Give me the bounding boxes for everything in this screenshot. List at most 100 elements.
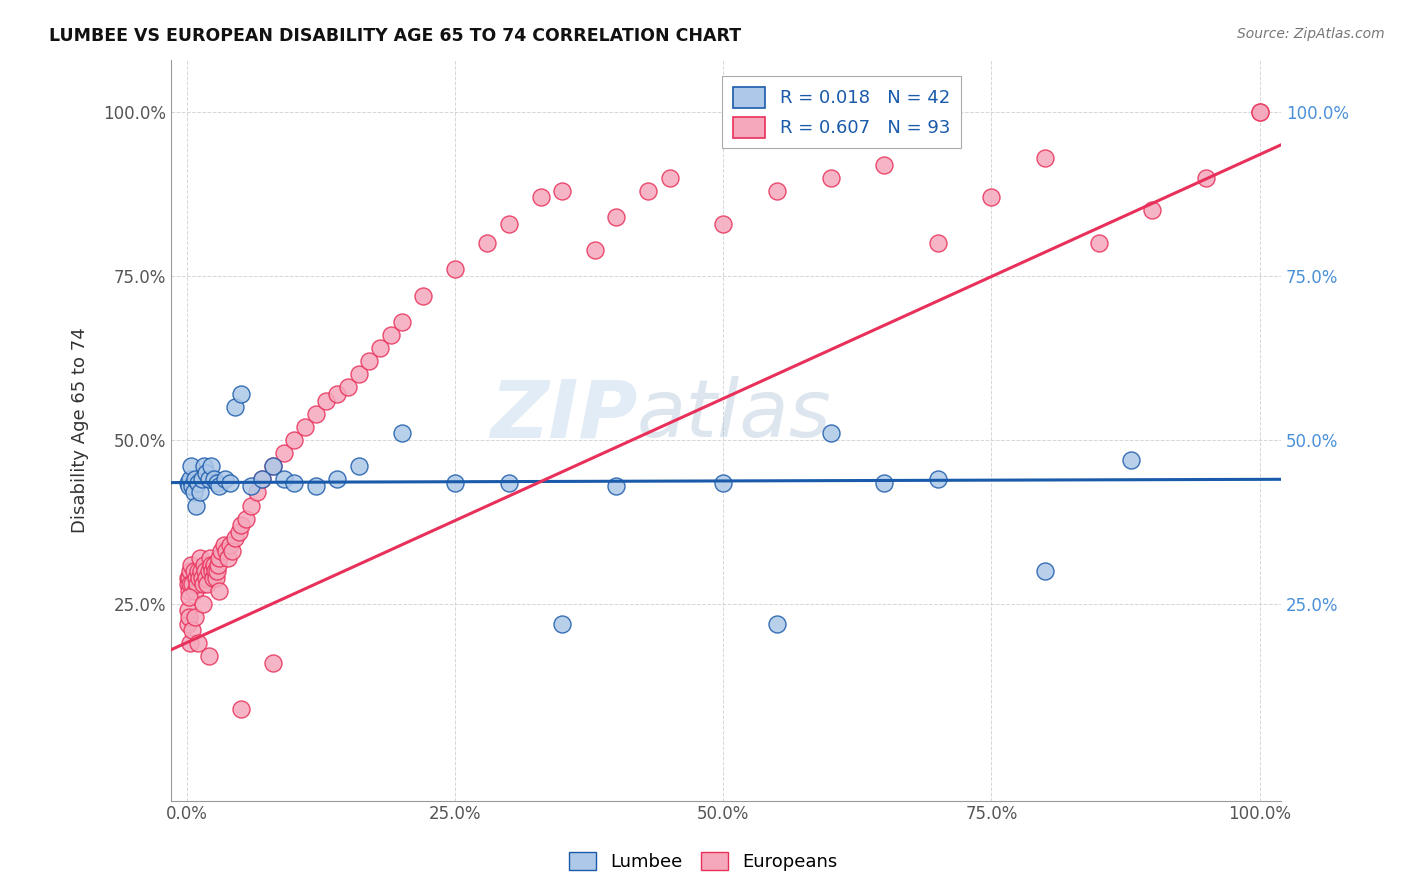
Point	[250, 472, 273, 486]
Point	[262, 459, 284, 474]
Point	[235, 511, 257, 525]
Point	[224, 531, 246, 545]
Point	[197, 472, 219, 486]
Point	[391, 426, 413, 441]
Point	[179, 577, 201, 591]
Point	[191, 597, 214, 611]
Point	[176, 616, 198, 631]
Point	[820, 170, 842, 185]
Text: LUMBEE VS EUROPEAN DISABILITY AGE 65 TO 74 CORRELATION CHART: LUMBEE VS EUROPEAN DISABILITY AGE 65 TO …	[49, 27, 741, 45]
Point	[551, 616, 574, 631]
Point	[359, 354, 381, 368]
Point	[197, 577, 219, 591]
Point	[305, 407, 328, 421]
Text: Source: ZipAtlas.com: Source: ZipAtlas.com	[1237, 27, 1385, 41]
Point	[444, 475, 467, 490]
Point	[202, 472, 225, 486]
Point	[766, 616, 789, 631]
Point	[177, 475, 200, 490]
Point	[1142, 203, 1164, 218]
Point	[583, 243, 606, 257]
Point	[181, 623, 204, 637]
Point	[194, 564, 217, 578]
Point	[186, 577, 208, 591]
Point	[183, 583, 205, 598]
Point	[1195, 170, 1218, 185]
Point	[283, 475, 305, 490]
Point	[184, 499, 207, 513]
Point	[229, 702, 252, 716]
Point	[551, 184, 574, 198]
Point	[181, 577, 204, 591]
Legend: Lumbee, Europeans: Lumbee, Europeans	[561, 845, 845, 879]
Point	[336, 380, 359, 394]
Point	[228, 524, 250, 539]
Point	[214, 472, 236, 486]
Point	[179, 479, 201, 493]
Point	[273, 446, 295, 460]
Point	[240, 499, 263, 513]
Point	[193, 558, 215, 572]
Point	[190, 564, 212, 578]
Point	[197, 564, 219, 578]
Point	[240, 479, 263, 493]
Point	[195, 571, 218, 585]
Point	[444, 262, 467, 277]
Point	[326, 472, 349, 486]
Point	[180, 558, 202, 572]
Point	[250, 472, 273, 486]
Point	[927, 472, 949, 486]
Point	[201, 571, 224, 585]
Point	[498, 217, 520, 231]
Point	[183, 485, 205, 500]
Point	[315, 393, 337, 408]
Point	[217, 551, 239, 566]
Point	[412, 288, 434, 302]
Point	[605, 210, 627, 224]
Point	[193, 459, 215, 474]
Point	[184, 571, 207, 585]
Text: ZIP: ZIP	[489, 376, 637, 454]
Point	[530, 190, 553, 204]
Text: atlas: atlas	[637, 376, 832, 454]
Point	[347, 368, 370, 382]
Point	[191, 571, 214, 585]
Point	[179, 571, 201, 585]
Legend: R = 0.018   N = 42, R = 0.607   N = 93: R = 0.018 N = 42, R = 0.607 N = 93	[723, 76, 962, 148]
Point	[605, 479, 627, 493]
Point	[1119, 452, 1142, 467]
Point	[177, 591, 200, 605]
Point	[200, 558, 222, 572]
Point	[179, 472, 201, 486]
Point	[711, 475, 734, 490]
Point	[221, 544, 243, 558]
Point	[187, 564, 209, 578]
Point	[283, 433, 305, 447]
Point	[195, 466, 218, 480]
Point	[209, 544, 232, 558]
Point	[208, 551, 231, 566]
Point	[208, 583, 231, 598]
Point	[347, 459, 370, 474]
Point	[873, 475, 896, 490]
Point	[711, 217, 734, 231]
Point	[187, 636, 209, 650]
Point	[326, 387, 349, 401]
Point	[637, 184, 659, 198]
Point	[262, 656, 284, 670]
Point	[766, 184, 789, 198]
Point	[202, 558, 225, 572]
Point	[188, 551, 211, 566]
Point	[262, 459, 284, 474]
Point	[477, 236, 499, 251]
Point	[224, 400, 246, 414]
Point	[658, 170, 681, 185]
Point	[273, 472, 295, 486]
Point	[873, 157, 896, 171]
Point	[215, 544, 238, 558]
Point	[191, 577, 214, 591]
Point	[201, 564, 224, 578]
Point	[305, 479, 328, 493]
Point	[229, 387, 252, 401]
Point	[219, 475, 242, 490]
